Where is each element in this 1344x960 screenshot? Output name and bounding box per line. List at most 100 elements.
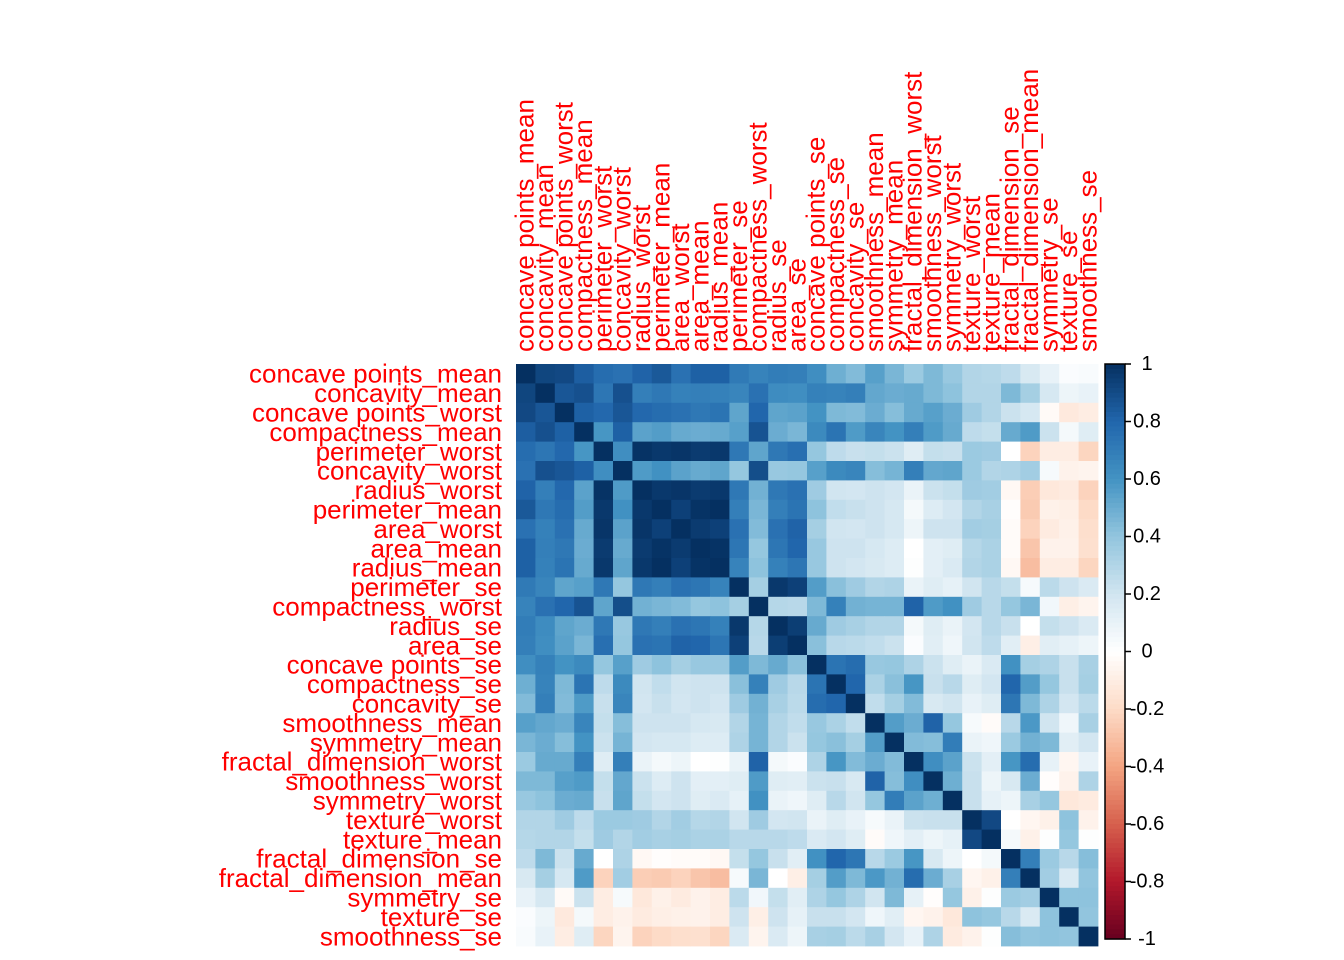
row-label: radius_se (389, 611, 502, 641)
heatmap-cell (748, 849, 769, 869)
heatmap-cell (942, 926, 963, 947)
heatmap-cell (768, 383, 788, 404)
heatmap-cell (690, 461, 711, 481)
heatmap-cell (632, 790, 653, 811)
heatmap-cell (710, 752, 730, 772)
heatmap-cell (593, 596, 614, 617)
heatmap-cell (535, 887, 556, 908)
heatmap-cell (632, 810, 653, 830)
heatmap-cell (574, 674, 594, 695)
heatmap-cell (1001, 693, 1021, 714)
heatmap-cell (632, 655, 653, 675)
colorbar-segment (1105, 857, 1125, 863)
heatmap-cell (962, 771, 982, 792)
heatmap-cell (554, 887, 575, 908)
heatmap-cell (962, 849, 982, 869)
heatmap-cell (729, 655, 750, 675)
heatmap-cell (748, 558, 769, 578)
heatmap-cell (865, 713, 885, 733)
heatmap-cell (671, 480, 691, 501)
heatmap-cell (1039, 693, 1060, 714)
heatmap-cell (981, 441, 1002, 462)
heatmap-cell (516, 829, 536, 850)
colorbar-segment (1105, 474, 1125, 480)
heatmap-cell (574, 849, 594, 869)
row-label: area_worst (373, 514, 502, 544)
heatmap-cell (554, 771, 575, 792)
heatmap-cell (574, 635, 594, 656)
heatmap-cell (923, 538, 944, 559)
heatmap-cell (1001, 441, 1021, 462)
heatmap-cell (845, 422, 866, 442)
heatmap-cell (884, 596, 905, 617)
colorbar-segment (1105, 776, 1125, 782)
heatmap-cell (884, 674, 905, 695)
heatmap-cell (535, 480, 556, 501)
column-label: texture_worst (956, 195, 986, 352)
heatmap-cell (962, 402, 982, 423)
heatmap-cell (516, 713, 536, 733)
heatmap-cell (1001, 480, 1021, 501)
heatmap-cell (748, 461, 769, 481)
heatmap-cell (535, 907, 556, 927)
heatmap-cell (1059, 713, 1079, 733)
heatmap-cell (962, 577, 982, 598)
heatmap-cell (962, 790, 982, 811)
heatmap-cell (962, 480, 982, 501)
heatmap-cell (574, 422, 594, 442)
heatmap-cell (1039, 771, 1060, 792)
heatmap-cell (535, 596, 556, 617)
heatmap-cell (516, 383, 536, 404)
heatmap-cell (981, 674, 1002, 695)
heatmap-cell (632, 480, 653, 501)
heatmap-cell (768, 480, 788, 501)
heatmap-cell (593, 461, 614, 481)
heatmap-cell (865, 480, 885, 501)
heatmap-cell (535, 713, 556, 733)
heatmap-cell (1059, 887, 1079, 908)
colorbar-segment (1105, 910, 1125, 916)
colorbar-segment (1105, 824, 1125, 830)
heatmap-cell (748, 441, 769, 462)
heatmap-cell (593, 887, 614, 908)
heatmap-cell (535, 402, 556, 423)
heatmap-cell (865, 364, 885, 384)
heatmap-cell (981, 364, 1002, 384)
heatmap-cell (1039, 480, 1060, 501)
column-label: radius_mean (704, 202, 734, 352)
heatmap-cell (554, 907, 575, 927)
heatmap-cell (1078, 538, 1099, 559)
colorbar-segment (1105, 742, 1125, 748)
heatmap-cell (923, 868, 944, 889)
row-label: fractal_dimension_mean (219, 863, 502, 893)
heatmap-cell (923, 499, 944, 520)
heatmap-cell (1020, 364, 1041, 384)
heatmap-cell (1039, 616, 1060, 636)
colorbar-segment (1105, 416, 1125, 423)
row-label: fractal_dimension_se (256, 844, 502, 874)
heatmap-cell (962, 596, 982, 617)
heatmap-cell (768, 402, 788, 423)
heatmap-cell (904, 771, 924, 792)
heatmap-cell (729, 422, 750, 442)
heatmap-cell (826, 693, 847, 714)
heatmap-cell (516, 693, 536, 714)
heatmap-cell (807, 674, 827, 695)
heatmap-cell (554, 577, 575, 598)
heatmap-cell (574, 577, 594, 598)
heatmap-cell (516, 441, 536, 462)
heatmap-cell (884, 713, 905, 733)
heatmap-cell (962, 907, 982, 927)
heatmap-cell (1020, 383, 1041, 404)
heatmap-cell (826, 752, 847, 772)
heatmap-cell (826, 713, 847, 733)
heatmap-cell (651, 829, 672, 850)
heatmap-cell (1020, 926, 1041, 947)
heatmap-cell (748, 732, 769, 753)
heatmap-cell (768, 441, 788, 462)
heatmap-cell (516, 674, 536, 695)
heatmap-cell (768, 829, 788, 850)
heatmap-cell (1059, 849, 1079, 869)
heatmap-cell (554, 538, 575, 559)
column-label: area_worst (665, 223, 695, 352)
